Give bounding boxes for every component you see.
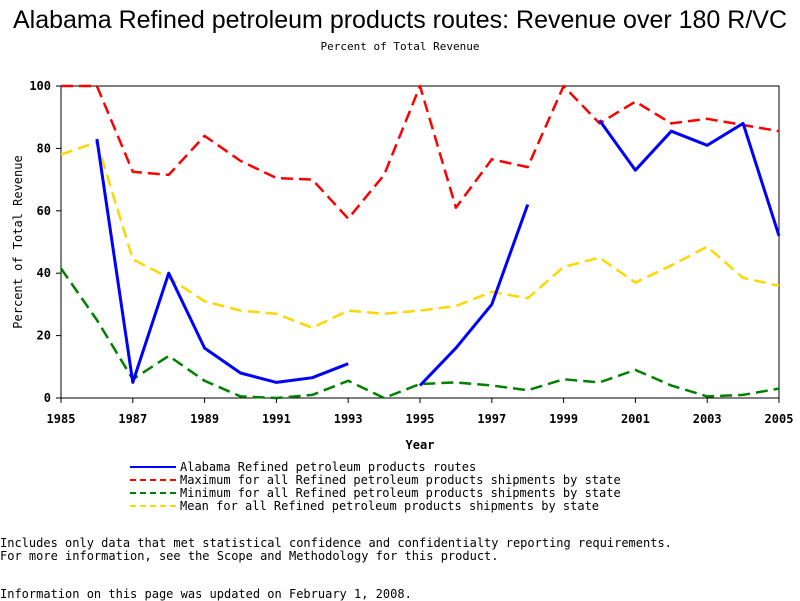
legend-label-mean: Mean for all Refined petroleum products …: [180, 499, 600, 513]
legend-swatch-minimum: [130, 491, 176, 494]
note-confidence: Includes only data that met statistical …: [0, 536, 672, 550]
x-tick-label: 1985: [47, 412, 76, 426]
x-tick-label: 2003: [693, 412, 722, 426]
x-tick-label: 1995: [406, 412, 435, 426]
series-layer: [59, 84, 781, 400]
legend-label-minimum: Minimum for all Refined petroleum produc…: [180, 486, 621, 500]
tick-layer: 1985 1987 1989 1991 1993 1995 1997 1999 2001 2003…: [29, 79, 793, 426]
chart-subtitle: Percent of Total Revenue: [320, 40, 480, 53]
series-line-alabama: [598, 119, 781, 237]
x-tick-label: 1993: [334, 412, 363, 426]
x-tick-label: 1989: [190, 412, 219, 426]
x-tick-label: 2001: [621, 412, 650, 426]
legend-label-alabama: Alabama Refined petroleum products route…: [180, 460, 477, 474]
x-tick-label: 1991: [262, 412, 291, 426]
series-line-minimum: [59, 267, 780, 400]
series-line-mean: [60, 140, 780, 330]
y-tick-label: 100: [29, 79, 51, 93]
note-methodology: For more information, see the Scope and …: [0, 549, 499, 563]
legend-swatch-alabama: [130, 465, 176, 468]
legend-item-minimum: Minimum for all Refined petroleum produc…: [130, 487, 621, 500]
y-tick-label: 80: [37, 141, 51, 155]
legend-item-maximum: Maximum for all Refined petroleum produc…: [130, 474, 621, 487]
note-updated: Information on this page was updated on …: [0, 587, 412, 601]
legend-label-maximum: Maximum for all Refined petroleum produc…: [180, 473, 621, 487]
y-tick-label: 40: [37, 266, 51, 280]
y-tick-label: 0: [44, 391, 51, 405]
legend-swatch-mean: [130, 504, 176, 507]
y-tick-label: 60: [37, 204, 51, 218]
x-tick-label: 1999: [549, 412, 578, 426]
y-tick-label: 20: [37, 329, 51, 343]
x-axis-label: Year: [406, 438, 435, 452]
y-axis-label: Percent of Total Revenue: [11, 155, 25, 328]
x-tick-label: 2005: [765, 412, 794, 426]
legend-swatch-maximum: [130, 478, 176, 481]
series-line-maximum: [61, 84, 780, 220]
series-line-alabama: [95, 138, 349, 384]
x-tick-label: 1997: [477, 412, 506, 426]
legend-item-mean: Mean for all Refined petroleum products …: [130, 500, 599, 513]
x-tick-label: 1987: [118, 412, 147, 426]
chart-title: Alabama Refined petroleum products route…: [12, 6, 788, 34]
series-line-alabama: [418, 204, 530, 387]
legend-item-alabama: Alabama Refined petroleum products route…: [130, 461, 476, 474]
